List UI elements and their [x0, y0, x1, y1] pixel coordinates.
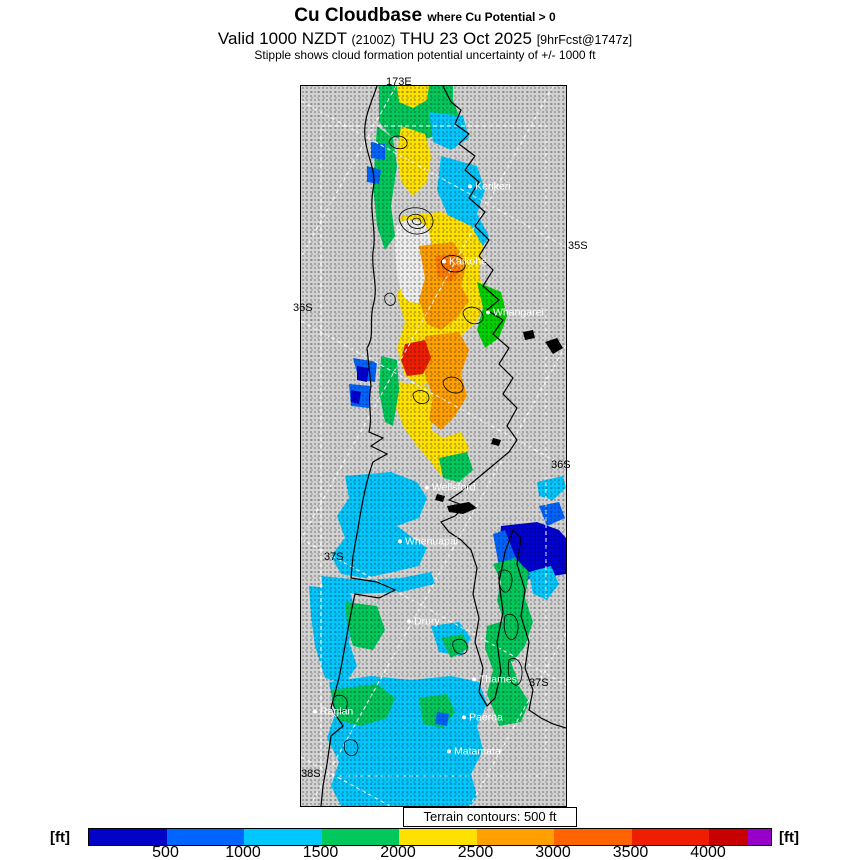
- grid-label-35s-1: 35S: [568, 240, 588, 252]
- title-qualifier: where Cu Potential > 0: [427, 10, 556, 24]
- valid-fcst: [9hrFcst@1747z]: [536, 32, 633, 47]
- colorbar-segment-0: [89, 829, 167, 845]
- colorbar-tick-3500: 3500: [612, 844, 649, 860]
- title-line: Cu Cloudbase where Cu Potential > 0: [0, 5, 850, 27]
- valid-prefix: Valid 1000 NZDT: [217, 28, 347, 48]
- colorbar-tick-1000: 1000: [225, 844, 261, 860]
- valid-line: Valid 1000 NZDT (2100Z) THU 23 Oct 2025 …: [0, 29, 850, 49]
- valid-zulu: (2100Z): [351, 32, 396, 47]
- colorbar-segment-3500: [631, 829, 709, 845]
- colorbar-segment-1500: [321, 829, 399, 845]
- terrain-note-box: Terrain contours: 500 ft: [403, 807, 577, 827]
- colorbar-segment-500: [166, 829, 244, 845]
- stipple-note: Stipple shows cloud formation potential …: [254, 48, 596, 63]
- colorbar-segment-2500: [476, 829, 554, 845]
- colorbar-tick-2000: 2000: [380, 844, 416, 860]
- colorbar: [88, 828, 772, 846]
- valid-date: THU 23 Oct 2025: [399, 28, 532, 48]
- colorbar-tick-1500: 1500: [302, 844, 339, 860]
- colorbar-segment-3000: [554, 829, 632, 845]
- colorbar-unit-left: [ft]: [50, 829, 70, 846]
- colorbar-ticks: 500 1000 1500 2000 2500 3000 3500 4000: [88, 844, 770, 860]
- colorbar-tick-3000: 3000: [535, 844, 571, 860]
- colorbar-tick-2500: 2500: [457, 844, 494, 860]
- header: Cu Cloudbase where Cu Potential > 0 Vali…: [0, 5, 850, 63]
- forecast-map: [300, 85, 567, 807]
- colorbar-segment-4000: [709, 829, 748, 845]
- colorbar-segment-4250: [747, 829, 771, 845]
- colorbar-tick-4000: 4000: [690, 844, 726, 860]
- colorbar-segment-2000: [399, 829, 477, 845]
- colorbar-unit-right: [ft]: [779, 829, 799, 846]
- terrain-note-text: Terrain contours: 500 ft: [423, 809, 557, 824]
- cloudbase-regions: [309, 86, 566, 806]
- map-graphics: [301, 86, 566, 806]
- page-title: Cu Cloudbase: [294, 5, 423, 26]
- colorbar-tick-500: 500: [152, 844, 179, 860]
- colorbar-segment-1000: [244, 829, 322, 845]
